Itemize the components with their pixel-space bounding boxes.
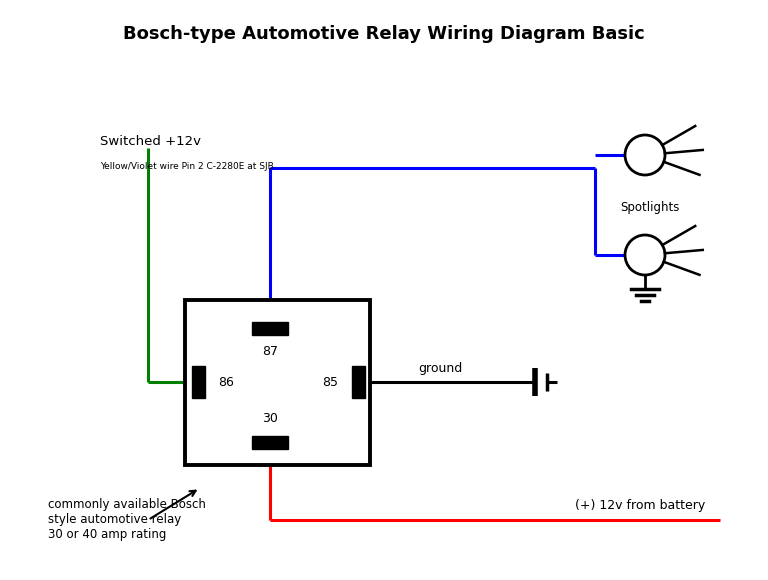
Text: Bosch-type Automotive Relay Wiring Diagram Basic: Bosch-type Automotive Relay Wiring Diagr…: [123, 25, 645, 43]
Text: 85: 85: [322, 375, 338, 389]
Text: Yellow/Violet wire Pin 2 C-2280E at SJB: Yellow/Violet wire Pin 2 C-2280E at SJB: [100, 162, 273, 171]
Bar: [191, 366, 204, 398]
Text: Spotlights: Spotlights: [620, 201, 680, 215]
Bar: [252, 436, 288, 448]
Text: 86: 86: [218, 375, 234, 389]
Bar: [185, 300, 370, 465]
Bar: [252, 321, 288, 335]
Text: Switched +12v: Switched +12v: [100, 135, 201, 148]
Text: (+) 12v from battery: (+) 12v from battery: [575, 499, 705, 512]
Text: commonly available Bosch
style automotive relay
30 or 40 amp rating: commonly available Bosch style automotiv…: [48, 498, 206, 541]
Bar: [352, 366, 365, 398]
Text: 87: 87: [262, 345, 278, 358]
Text: ground: ground: [418, 362, 462, 375]
Text: 30: 30: [262, 412, 278, 425]
